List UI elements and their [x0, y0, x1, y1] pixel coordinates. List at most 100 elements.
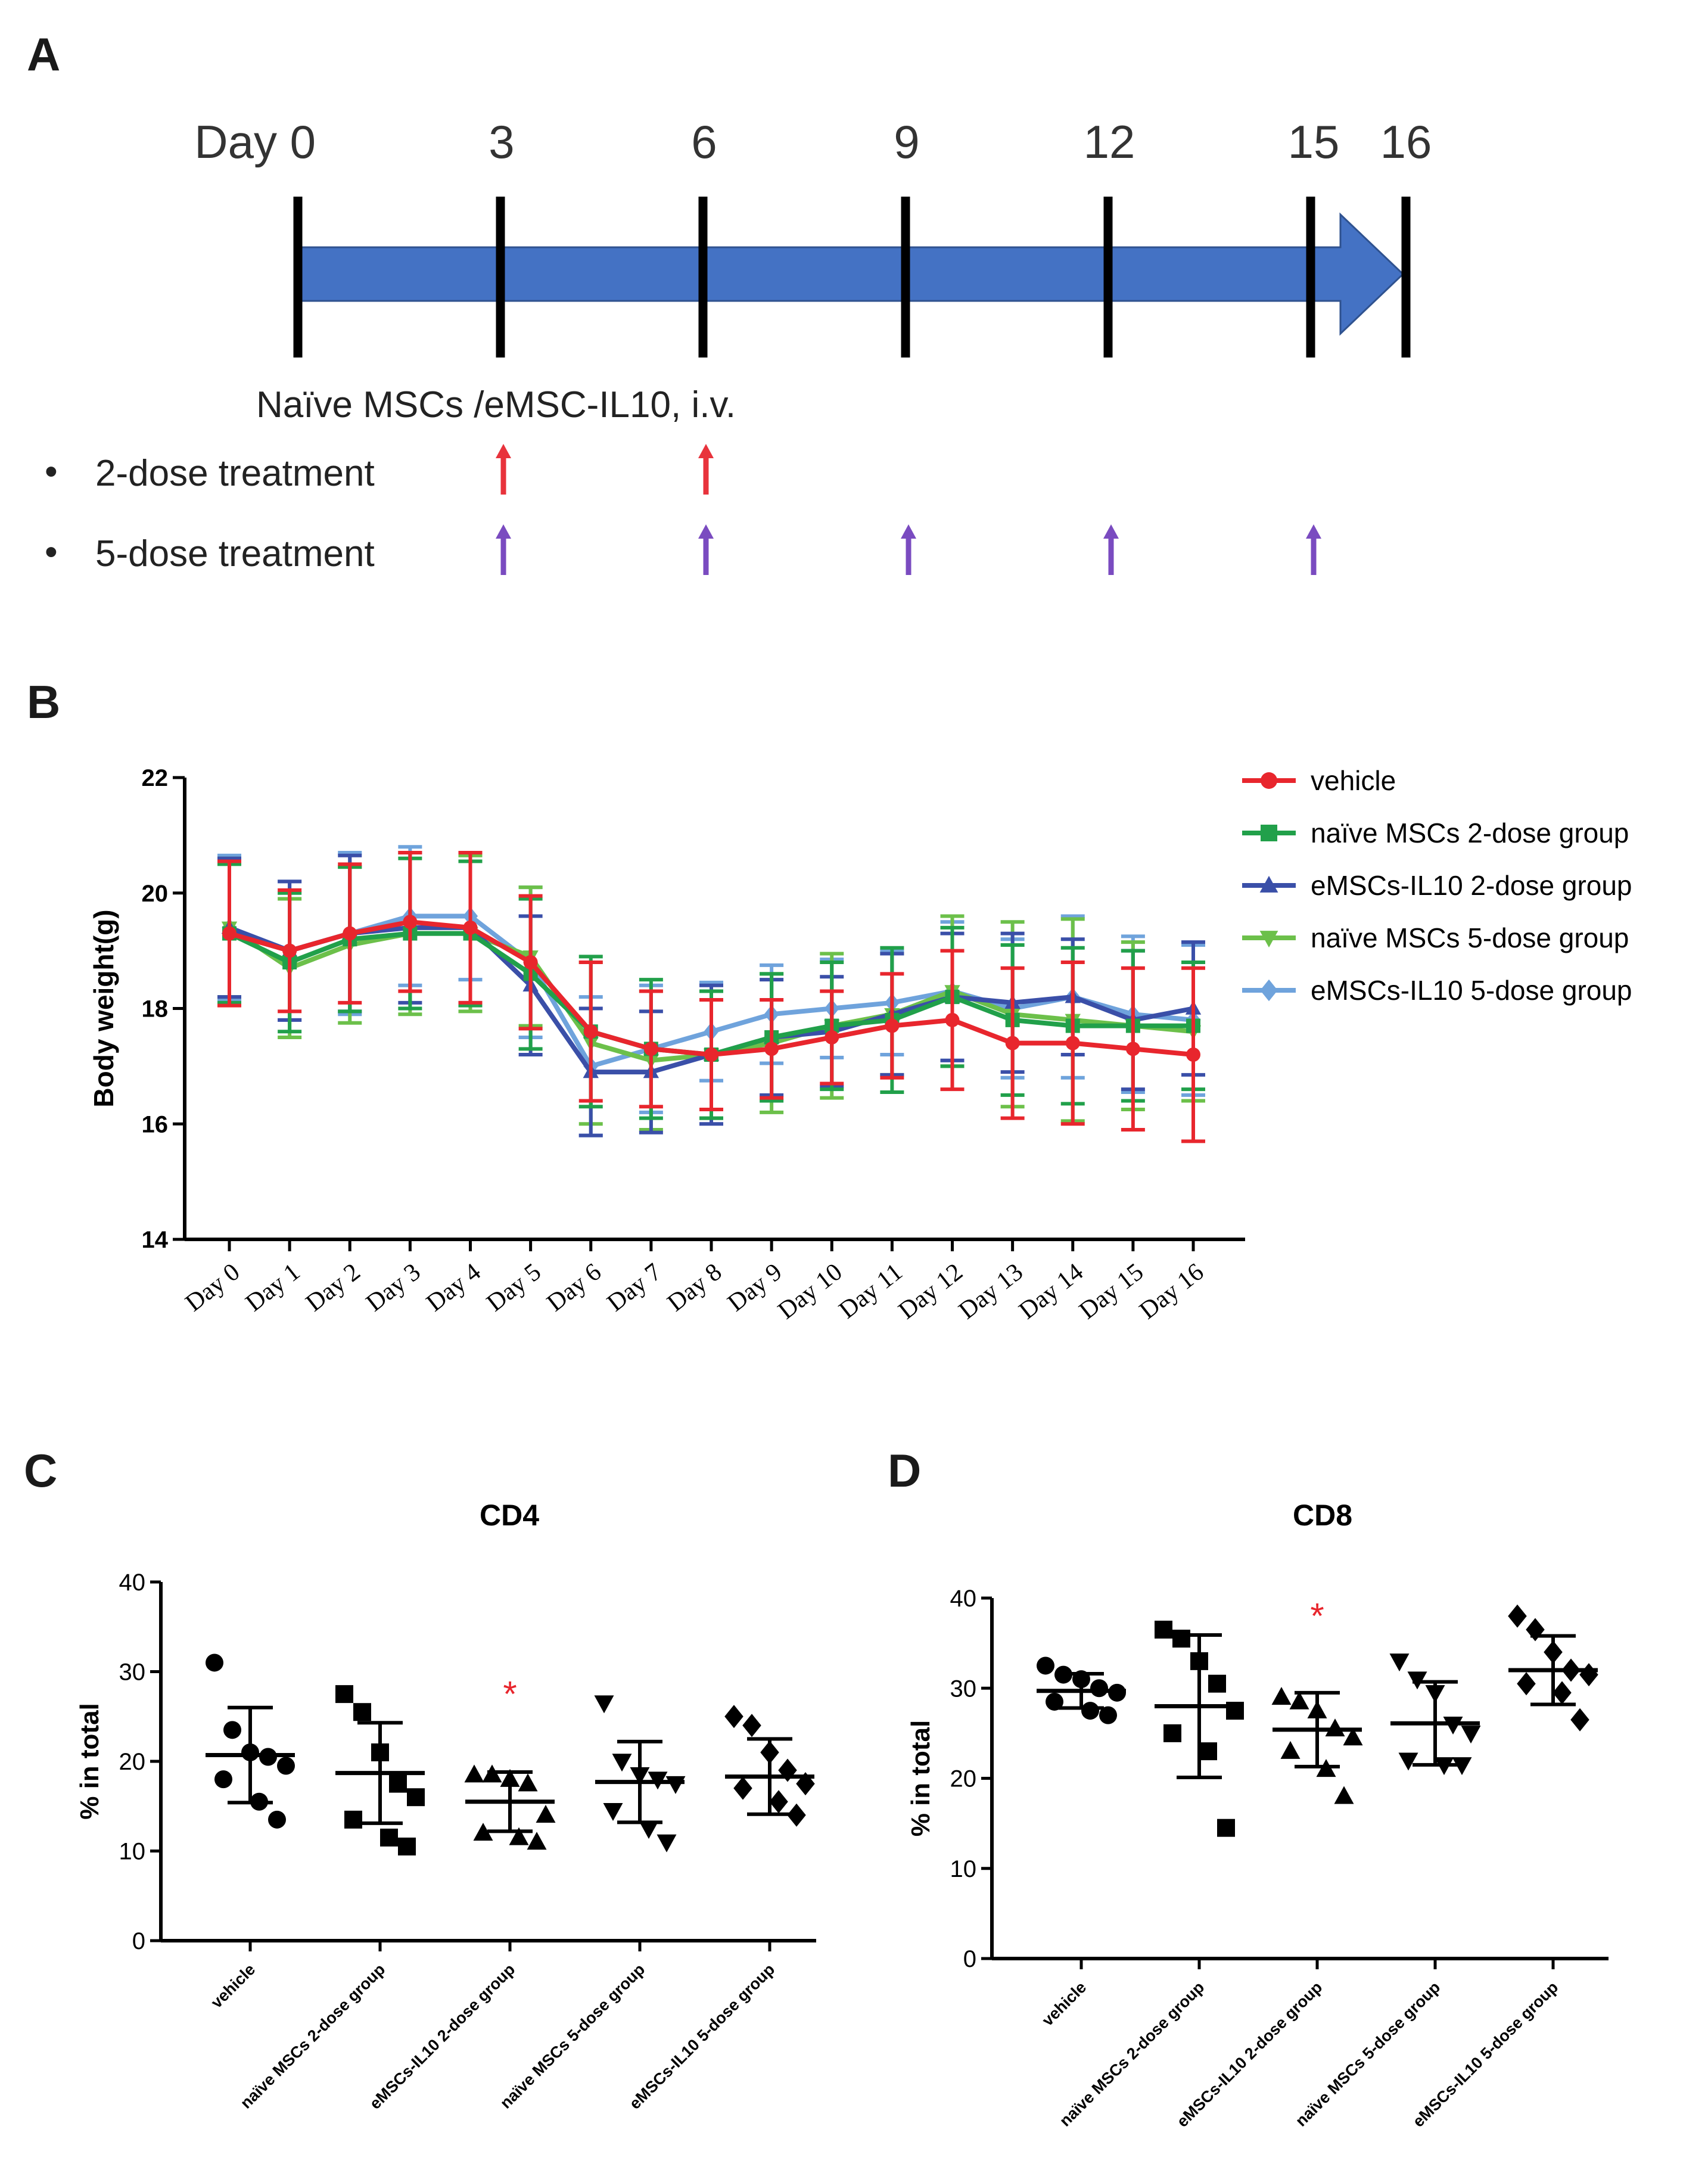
x-tick-label: Day 16: [1134, 1258, 1209, 1325]
data-point: [603, 1803, 623, 1822]
significance-marker: *: [1310, 1596, 1324, 1636]
data-point: [885, 1018, 900, 1033]
data-point: [407, 1788, 425, 1807]
panel-d-letter: D: [888, 1444, 921, 1497]
data-point: [1325, 1718, 1345, 1737]
data-point: [206, 1653, 223, 1672]
x-tick-label: Day 13: [954, 1258, 1028, 1325]
data-point: [1155, 1620, 1172, 1639]
data-point: [1526, 1618, 1545, 1642]
data-point: [523, 955, 538, 969]
legend-label: eMSCs-IL10 5-dose group: [1311, 975, 1632, 1006]
data-point: [389, 1774, 407, 1793]
dose-arrow-head: [496, 524, 511, 539]
data-point: [1037, 1656, 1054, 1675]
data-point: [1163, 1724, 1181, 1742]
x-tick-label: Day 1: [241, 1258, 305, 1317]
x-tick-label: Day 3: [361, 1258, 425, 1317]
dose-arrow-head: [496, 444, 511, 458]
data-point: [657, 1834, 677, 1852]
panel-a-letter: A: [27, 28, 60, 80]
data-point: [1461, 1726, 1481, 1744]
legend-swatch-marker: [1261, 772, 1277, 789]
x-tick-label: Day 8: [662, 1258, 727, 1317]
data-point: [1334, 1786, 1354, 1804]
data-point: [1186, 1048, 1200, 1062]
data-point: [639, 1821, 659, 1839]
y-tick-label: 10: [119, 1839, 146, 1865]
y-tick-label: 22: [142, 765, 169, 791]
dose-arrow-head: [901, 524, 916, 539]
y-tick-label: 16: [142, 1111, 169, 1137]
x-tick-label: naïve MSCs 5-dose group: [497, 1960, 649, 2112]
x-tick-label: Day 7: [602, 1258, 667, 1317]
group-4: [724, 1705, 815, 1827]
chart-title: CD4: [480, 1499, 539, 1532]
day-tick-label: 6: [691, 116, 717, 168]
y-tick-label: 0: [132, 1928, 145, 1954]
group-2: [464, 1764, 556, 1850]
data-point: [1217, 1819, 1235, 1837]
data-point: [277, 1757, 295, 1775]
series-vehicle: [217, 850, 1205, 1143]
administration-label: Naïve MSCs /eMSC-IL10, i.v.: [256, 384, 736, 425]
legend-item: naïve MSCs 5-dose group: [1242, 922, 1629, 953]
y-tick-label: 18: [142, 996, 169, 1022]
data-point: [612, 1754, 632, 1772]
group-0: [1037, 1656, 1126, 1724]
dose-arrows: [496, 444, 1321, 575]
y-axis-title: % in total: [906, 1720, 935, 1837]
y-tick-label: 40: [950, 1586, 977, 1612]
data-point: [769, 1790, 788, 1814]
legend-item: naïve MSCs 2-dose group: [1242, 818, 1629, 848]
data-point: [527, 1832, 547, 1850]
day-tick-label: 16: [1380, 116, 1432, 168]
y-tick-label: 40: [119, 1569, 146, 1596]
legend-swatch-marker: [1259, 931, 1278, 948]
data-point: [1443, 1717, 1463, 1735]
data-point: [335, 1685, 353, 1704]
data-point: [1289, 1691, 1309, 1709]
data-point: [268, 1810, 286, 1829]
data-point: [787, 1803, 806, 1827]
legend-item: eMSCs-IL10 2-dose group: [1242, 870, 1632, 901]
data-point: [1046, 1692, 1063, 1711]
legend-label: naïve MSCs 2-dose group: [1311, 818, 1629, 848]
legend-label: eMSCs-IL10 2-dose group: [1311, 870, 1632, 901]
group-3: [1389, 1653, 1481, 1776]
day-tick-label: Day 0: [194, 116, 316, 168]
data-point: [1065, 1036, 1080, 1050]
x-tick-label: Day 6: [542, 1258, 606, 1317]
data-point: [518, 1773, 538, 1792]
y-tick-label: 30: [119, 1659, 146, 1686]
data-point: [463, 920, 478, 935]
dose-arrow-head: [698, 444, 714, 458]
y-tick-label: 20: [950, 1766, 977, 1792]
legend: vehicle naïve MSCs 2-dose group eMSCs-IL10…: [1242, 765, 1632, 1006]
timeline-arrow: [297, 212, 1405, 336]
data-point: [380, 1828, 398, 1847]
y-tick-label: 30: [950, 1676, 977, 1702]
data-point: [1398, 1752, 1418, 1771]
data-point: [282, 943, 297, 958]
data-point: [343, 926, 357, 941]
data-point: [825, 1030, 839, 1045]
data-point: [1172, 1630, 1190, 1648]
data-point: [1570, 1708, 1589, 1732]
day-tick-label: 9: [894, 116, 919, 168]
x-tick-label: eMSCs-IL10 2-dose group: [366, 1960, 519, 2113]
data-point: [1271, 1687, 1292, 1705]
day-tick-label: 12: [1084, 116, 1135, 168]
bullet: •: [45, 531, 58, 573]
day-tick-label: 15: [1288, 116, 1340, 168]
x-tick-label: eMSCs-IL10 5-dose group: [626, 1960, 779, 2113]
legend-swatch-marker: [1261, 825, 1277, 841]
data-point: [724, 1705, 743, 1729]
bullet: •: [45, 451, 58, 492]
x-tick-label: Day 14: [1014, 1258, 1088, 1325]
data-point: [1280, 1740, 1301, 1759]
